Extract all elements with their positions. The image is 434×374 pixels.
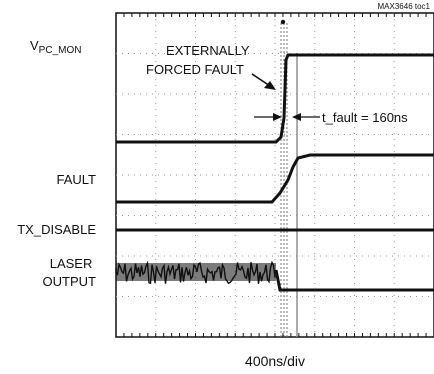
forced-fault-arrow xyxy=(251,73,271,87)
grid xyxy=(116,13,434,337)
trace-fault xyxy=(116,153,434,204)
channel-label-fault: FAULT xyxy=(57,172,97,187)
t-fault-arrowhead-right xyxy=(292,113,301,121)
channel-label-laser-output: LASER OUTPUT xyxy=(43,256,97,289)
annotation-forced-fault-1: EXTERNALLY xyxy=(166,43,250,58)
channel-label-vpc-mon: VPC_MON xyxy=(30,38,81,56)
trace-vpc-mon xyxy=(116,53,434,144)
vpc-mon-sub: PC_MON xyxy=(39,45,82,56)
x-axis-label: 400ns/div xyxy=(245,353,305,369)
figure-id: MAX3646 toc1 xyxy=(378,2,431,11)
channel-label-tx-disable: TX_DISABLE xyxy=(17,222,96,237)
trigger-marker xyxy=(280,19,286,25)
vpc-mon-main: V xyxy=(30,38,39,53)
laser-line-2: OUTPUT xyxy=(43,274,97,289)
laser-line-1: LASER xyxy=(50,256,93,271)
trace-laser-output-off xyxy=(274,269,434,292)
forced-fault-arrowhead xyxy=(264,81,276,90)
annotation-t-fault: t_fault = 160ns xyxy=(322,110,408,125)
traces xyxy=(115,53,434,292)
trace-laser-output-envelope xyxy=(116,263,276,281)
t-fault-arrowhead-left xyxy=(273,113,282,121)
annotation-forced-fault-2: FORCED FAULT xyxy=(146,62,244,77)
